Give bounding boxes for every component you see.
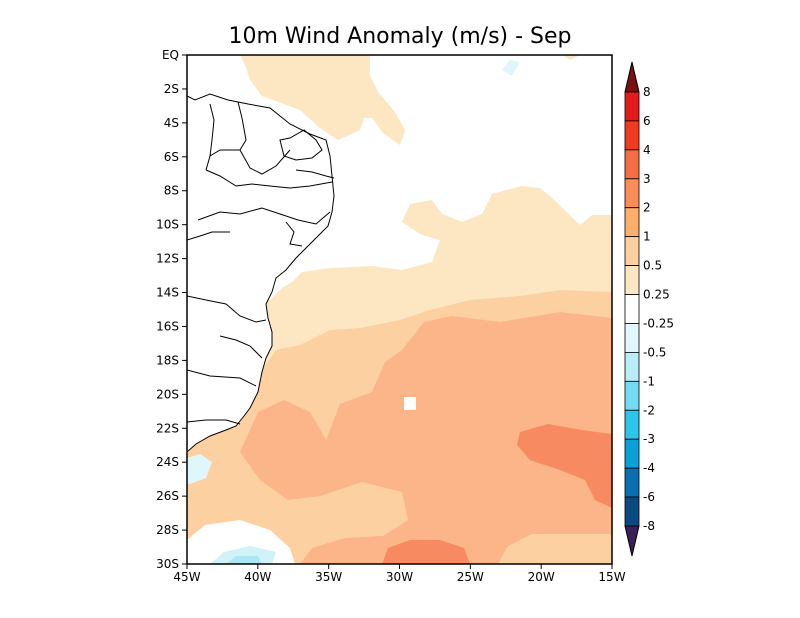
land-brazil	[187, 93, 335, 453]
x-tick-label: 40W	[244, 570, 271, 584]
colorbar-segment	[624, 265, 640, 295]
colorbar-segment	[624, 496, 640, 527]
colorbar-segment	[624, 467, 640, 498]
colorbar-label: -0.5	[643, 345, 666, 359]
colorbar-segment	[624, 294, 640, 324]
colorbar-label: -1	[643, 374, 655, 388]
colorbar-segment	[624, 178, 640, 209]
y-tick-label: 8S	[164, 184, 179, 198]
colorbar-label: 3	[643, 172, 651, 186]
anomaly-negative-patch-west	[187, 454, 212, 484]
colorbar-segment	[624, 120, 640, 151]
y-tick-label: 26S	[156, 489, 179, 503]
y-tick-label: 12S	[156, 252, 179, 266]
y-tick-label: 18S	[156, 353, 179, 367]
anomaly-negative-patch-southwest-core	[226, 556, 262, 564]
y-tick-label: 4S	[164, 116, 179, 130]
y-axis: EQ 2S 4S 6S 8S 10S 12S 14S 16S 18S 20S 22S 24S 26S 28S…	[156, 48, 187, 571]
colorbar-label: -6	[643, 490, 655, 504]
colorbar-label: 4	[643, 143, 651, 157]
y-tick-label: 28S	[156, 523, 179, 537]
colorbar-max-arrow	[624, 61, 640, 93]
colorbar-label: -8	[643, 519, 655, 533]
colorbar-label: -3	[643, 432, 655, 446]
y-tick-label: 6S	[164, 150, 179, 164]
anomaly-fill-2-3-south	[382, 540, 470, 564]
colorbar-min-arrow	[624, 525, 640, 557]
x-tick-label: 30W	[386, 570, 413, 584]
colorbar-segment	[624, 91, 640, 122]
colorbar-segment	[624, 149, 640, 180]
y-tick-label: 30S	[156, 557, 179, 571]
colorbar-label: 8	[643, 85, 651, 99]
colorbar-label: 0.5	[643, 259, 662, 273]
colorbar-segment	[624, 323, 640, 353]
y-tick-label: 16S	[156, 319, 179, 333]
map-panel	[186, 54, 613, 565]
colorbar-label: 0.25	[643, 288, 670, 302]
colorbar-segment	[624, 380, 640, 411]
y-tick-label: EQ	[162, 48, 179, 62]
colorbar: 8 6 4 3 2 1 0.5 0.25 -0.25 -0.5 -1 -2 -3 -4 -6 -8	[624, 61, 674, 557]
colorbar-segment	[624, 236, 640, 267]
anomaly-fill-2-3-east	[517, 424, 612, 508]
colorbar-label: -0.25	[643, 316, 674, 330]
x-tick-label: 15W	[598, 570, 625, 584]
x-axis: 45W 40W 35W 30W 25W 20W 15W	[173, 564, 626, 584]
colorbar-label: 6	[643, 114, 651, 128]
colorbar-segment	[624, 438, 640, 469]
x-tick-label: 45W	[173, 570, 200, 584]
anomaly-negative-patch-north	[502, 60, 520, 76]
y-tick-label: 22S	[156, 421, 179, 435]
y-tick-label: 14S	[156, 286, 179, 300]
colorbar-segment	[624, 351, 640, 382]
x-tick-label: 35W	[315, 570, 342, 584]
x-tick-label: 25W	[457, 570, 484, 584]
y-tick-label: 20S	[156, 387, 179, 401]
colorbar-label: -2	[643, 403, 655, 417]
colorbar-label: 1	[643, 230, 651, 244]
anomaly-fill-1-2	[240, 312, 612, 564]
y-tick-label: 10S	[156, 218, 179, 232]
y-tick-label: 24S	[156, 455, 179, 469]
x-tick-label: 20W	[528, 570, 555, 584]
anomaly-near-zero-spot	[404, 397, 416, 410]
state-borders	[187, 101, 335, 425]
y-tick-label: 2S	[164, 82, 179, 96]
colorbar-segment	[624, 409, 640, 440]
colorbar-label: 2	[643, 201, 651, 215]
chart-title: 10m Wind Anomaly (m/s) - Sep	[228, 24, 571, 49]
colorbar-label: -4	[643, 461, 655, 475]
colorbar-segment	[624, 207, 640, 238]
